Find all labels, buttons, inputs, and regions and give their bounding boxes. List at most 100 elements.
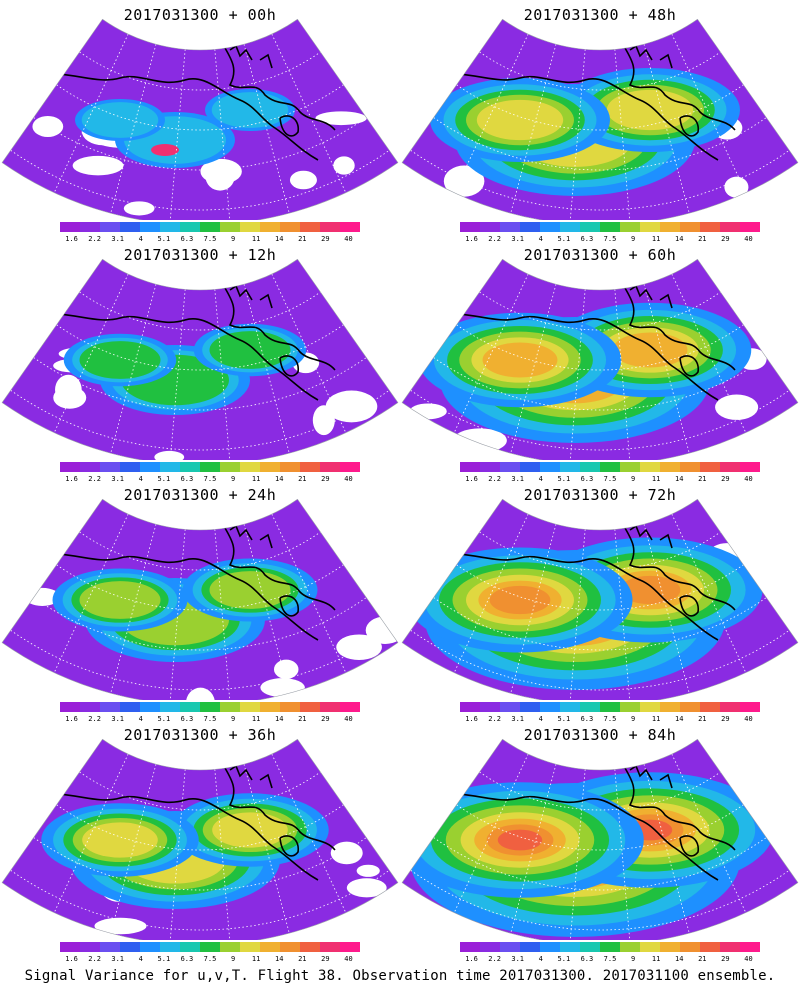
colorbar-tick-label: 14 [275, 475, 284, 483]
colorbar-tick-label: 2.2 [88, 955, 101, 963]
colorbar-tick-label: 29 [721, 475, 730, 483]
colorbar-swatch [180, 702, 200, 712]
map-panel-72h: 2017031300 + 72h 1.6 2.2 3.1 4 5.1 6.3 7.5 9 11 1… [400, 480, 800, 723]
variance-field [402, 739, 798, 940]
longitude-line [243, 44, 290, 214]
colorbar-swatch [140, 222, 160, 232]
colorbar-swatch [680, 702, 700, 712]
colorbar-tick-label: 40 [744, 955, 753, 963]
colorbar-swatch [60, 222, 80, 232]
longitude-line [510, 284, 557, 454]
variance-contour [497, 829, 543, 851]
latitude-line [56, 804, 344, 851]
colorbar-tick-label: 1.6 [65, 715, 78, 723]
colorbar-tick-label: 29 [721, 235, 730, 243]
colorbar-tick-label: 3.1 [111, 475, 125, 483]
panel-title: 2017031300 + 72h [523, 486, 677, 504]
map-boundary [401, 498, 799, 700]
colorbar-swatch [680, 462, 700, 472]
colorbar-swatch [580, 702, 600, 712]
low-variance-patch [443, 165, 485, 197]
coastline [439, 764, 736, 881]
colorbar [60, 462, 360, 472]
longitude-line [53, 513, 129, 673]
variance-contour [209, 331, 291, 369]
longitude-line [271, 513, 347, 673]
colorbar-tick-label: 21 [698, 235, 707, 243]
colorbar-tick-label: 6.3 [180, 955, 194, 963]
colorbar-labels: 1.6 2.2 3.1 4 5.1 6.3 7.5 9 11 14 21 29 40 [455, 475, 765, 485]
colorbar-tick-label: 9 [230, 475, 236, 483]
colorbar-swatch [580, 462, 600, 472]
latitude-line [479, 291, 721, 331]
colorbar-swatch [640, 942, 660, 952]
colorbar-tick-label: 9 [630, 715, 636, 723]
colorbar-swatch [700, 222, 720, 232]
colorbar-swatch [720, 462, 740, 472]
colorbar-labels: 1.6 2.2 3.1 4 5.1 6.3 7.5 9 11 14 21 29 40 [55, 715, 365, 725]
colorbar-tick-label: 1.6 [465, 475, 478, 483]
colorbar-tick-label: 14 [275, 235, 284, 243]
colorbar-tick-label: 2.2 [88, 235, 101, 243]
variance-contour [81, 102, 159, 138]
coastline [39, 284, 336, 401]
low-variance-patch [55, 374, 82, 405]
longitude-line [110, 284, 157, 454]
variance-map [1, 498, 399, 700]
longitude-line [271, 753, 347, 913]
colorbar-tick-label: 6.3 [580, 715, 594, 723]
colorbar-swatch [220, 462, 240, 472]
colorbar-swatch [260, 462, 280, 472]
colorbar-swatch [340, 702, 360, 712]
colorbar-swatch [160, 702, 180, 712]
colorbar-tick-label: 14 [675, 235, 684, 243]
colorbar-swatch [540, 942, 560, 952]
variance-contour [612, 332, 688, 368]
colorbar-tick-label: 40 [744, 715, 753, 723]
variance-max [151, 144, 179, 156]
colorbar-swatch [600, 942, 620, 952]
colorbar-tick-label: 4 [538, 715, 543, 723]
colorbar-tick-label: 4 [538, 235, 543, 243]
panel-title: 2017031300 + 36h [123, 726, 277, 744]
latitude-line [79, 291, 321, 331]
colorbar-swatch [100, 462, 120, 472]
colorbar-tick-label: 1.6 [465, 715, 478, 723]
colorbar-tick-label: 7.5 [203, 235, 217, 243]
longitude-line [453, 273, 529, 433]
longitude-line [453, 513, 529, 673]
colorbar-tick-label: 40 [744, 235, 753, 243]
latitude-line [456, 84, 744, 131]
longitude-line [214, 529, 231, 700]
colorbar-tick-label: 9 [630, 955, 636, 963]
colorbar-swatch [340, 462, 360, 472]
colorbar-swatch [520, 942, 540, 952]
longitude-line [643, 764, 690, 934]
variance-contour [619, 575, 681, 605]
colorbar-swatch [100, 942, 120, 952]
latitude-line [433, 357, 767, 411]
latitude-line [479, 771, 721, 811]
colorbar-tick-label: 9 [230, 235, 236, 243]
colorbar-swatch [260, 222, 280, 232]
latitude-line [10, 149, 390, 211]
colorbar-swatch [560, 942, 580, 952]
low-variance-patch [72, 155, 124, 176]
colorbar-tick-label: 14 [675, 715, 684, 723]
colorbar-swatch [460, 222, 480, 232]
latitude-line [56, 324, 344, 371]
longitude-line [643, 524, 690, 694]
colorbar-tick-label: 2.2 [488, 955, 501, 963]
latitude-line [33, 597, 367, 651]
variance-map [1, 738, 399, 940]
panel-title: 2017031300 + 60h [523, 246, 677, 264]
map-panel-36h: 2017031300 + 36h 1.6 2.2 3.1 4 5.1 6.3 7.5 9 11 1… [0, 720, 400, 963]
colorbar-swatch [600, 222, 620, 232]
longitude-line [53, 33, 129, 193]
colorbar-swatch [120, 462, 140, 472]
colorbar-tick-label: 7.5 [603, 715, 617, 723]
colorbar-tick-label: 1.6 [65, 955, 78, 963]
low-variance-patch [325, 390, 378, 423]
colorbar-tick-label: 1.6 [465, 955, 478, 963]
colorbar-tick-label: 21 [298, 235, 307, 243]
